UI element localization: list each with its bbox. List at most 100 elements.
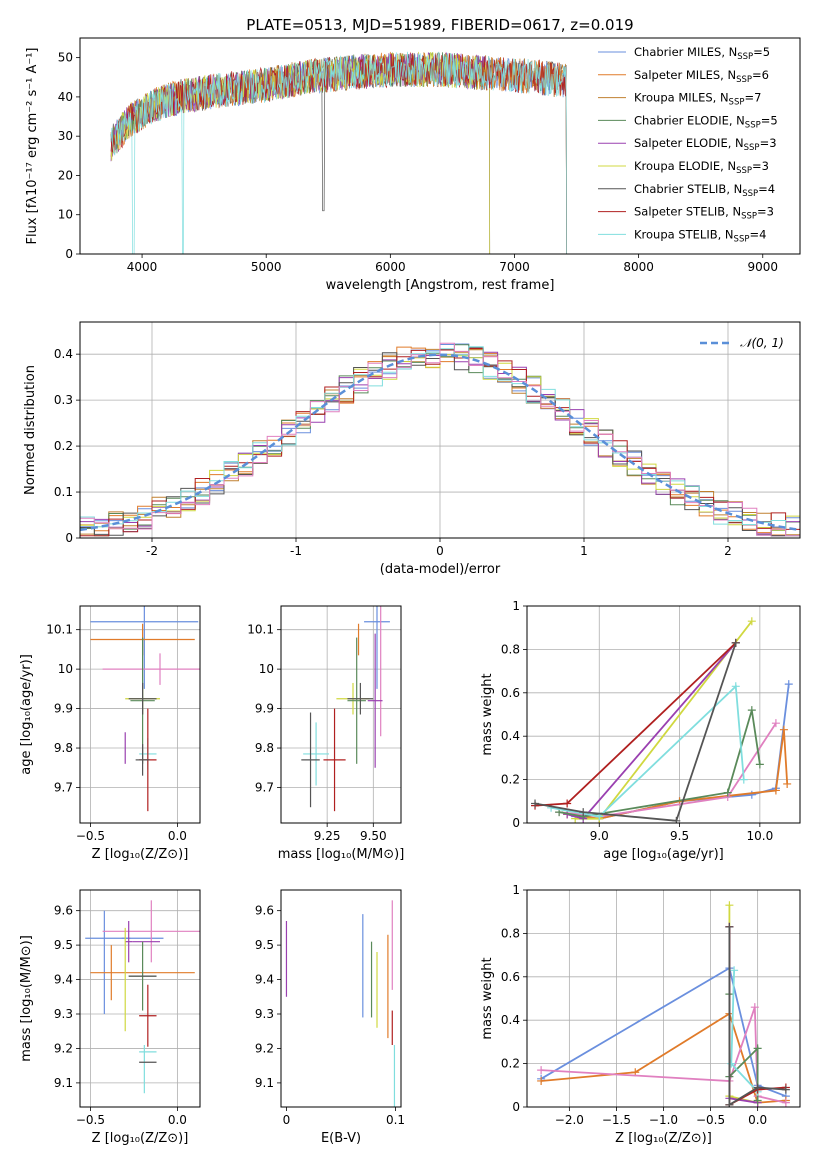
weight-point [725,901,734,910]
error-bars [285,900,396,1107]
x-tick-label: 5000 [251,260,282,274]
y-tick-label: 9.9 [54,702,73,716]
weight-point [672,816,681,823]
x-axis-label: age [log₁₀(age/yr)] [603,847,724,862]
y-tick-label: 9.8 [54,741,73,755]
weight-point [750,1003,759,1012]
x-axis-label: mass [log₁₀(M/M⊙)] [278,847,405,862]
mass-vs-extinction-panel: 0 0.1 9.1 9.2 9.3 9.4 9.5 9.6 E(B-V) [255,889,405,1146]
y-tick-label: 0.4 [501,1013,520,1027]
weight-line [534,642,737,822]
x-tick-label: −0.5 [696,1113,725,1127]
weight-line [540,966,787,1098]
weight-point [747,790,756,799]
legend-label-sub: SSP [737,52,753,62]
x-tick-label: 0.1 [386,1113,405,1127]
x-tick-label: 0.0 [748,1113,767,1127]
y-tick-label: 0.2 [54,439,73,453]
weight-point [731,682,740,691]
x-tick-label: -2 [146,544,158,558]
x-axis-label: E(B-V) [321,1131,361,1146]
weight-point [725,1100,734,1107]
legend-label-suffix: =4 [749,227,766,241]
x-tick-label: 1 [580,544,588,558]
weight-point [537,1066,546,1075]
y-axis-label: mass weight [480,957,495,1039]
legend-label: Kroupa MILES, NSSP=7 [634,91,761,108]
y-tick-label: 1 [512,599,520,613]
y-tick-label: 9.8 [255,741,274,755]
x-tick-label: 6000 [375,260,406,274]
weight-point [725,922,734,931]
x-tick-label: −1.5 [602,1113,631,1127]
legend-label-suffix: =7 [744,91,761,105]
y-tick-label: 0 [65,531,73,545]
y-tick-label: 9.1 [54,1076,73,1090]
y-tick-label: 9.3 [255,1007,274,1021]
mass-weight-vs-metallicity-panel: −2.0 −1.5 −1.0 −0.5 0.0 0 0.2 0.4 0.6 0.8 1 Z [log₁… [480,883,801,1146]
y-tick-label: 9.7 [54,780,73,794]
weight-point [563,799,572,808]
legend-label-name: Chabrier STELIB, N [634,182,742,196]
y-tick-label: 0 [512,816,520,830]
legend-label-suffix: =3 [757,205,774,219]
y-tick-label: 30 [58,129,73,143]
weight-point [781,1098,790,1107]
x-tick-label: 9.5 [670,829,689,843]
y-tick-label: 0.4 [501,729,520,743]
y-tick-label: 20 [58,168,73,182]
legend-label-sub: SSP [744,143,760,153]
y-tick-label: 9.7 [255,780,274,794]
weight-point [753,1044,762,1053]
legend-label-name: Kroupa MILES, N [634,91,729,105]
x-tick-label: −0.5 [76,829,105,843]
weight-point [730,966,739,975]
legend-label: Salpeter STELIB, NSSP=3 [634,205,774,222]
x-tick-label: 9000 [747,260,778,274]
y-axis-label: age [log₁₀(age/yr)] [19,654,34,775]
legend-label-name: Kroupa STELIB, N [634,227,734,241]
weight-point [537,1076,546,1085]
y-tick-label: 9.3 [54,1007,73,1021]
legend-label-sub: SSP [729,98,745,108]
y-tick-label: 9.6 [255,904,274,918]
weight-point [747,617,756,626]
weight-point [771,786,780,795]
y-tick-label: 9.4 [54,973,73,987]
y-tick-label: 50 [58,51,73,65]
y-tick-label: 0 [65,247,73,261]
y-tick-label: 9.5 [255,938,274,952]
y-tick-label: 0.6 [501,686,520,700]
y-tick-label: 10.1 [46,623,73,637]
y-tick-label: 0.1 [54,485,73,499]
x-tick-label: 10.0 [746,829,773,843]
legend-label: Salpeter ELODIE, NSSP=3 [634,136,777,153]
y-tick-label: 0.8 [501,926,520,940]
x-tick-label: 9.25 [314,829,341,843]
axes-frame [79,321,801,539]
legend-label: 𝒩(0, 1) [740,336,784,350]
weight-point [753,1096,762,1105]
weight-point [731,638,740,647]
y-tick-label: 10 [58,208,73,222]
x-tick-label: 0 [283,1113,291,1127]
legend-label-name: Chabrier MILES, N [634,45,737,59]
y-tick-label: 1 [512,883,520,897]
y-tick-label: 10 [259,662,274,676]
y-tick-label: 0.6 [501,970,520,984]
x-tick-label: -1 [290,544,302,558]
weight-point [755,760,764,769]
mass-weight-vs-age-panel: 9.0 9.5 10.0 0 0.2 0.4 0.6 0.8 1 age [log₁₀(age/y… [480,599,801,862]
y-tick-label: 0.8 [501,642,520,656]
x-tick-label: 9.0 [590,829,609,843]
axes-frame [79,889,201,1108]
weight-line [575,620,753,820]
x-tick-label: 0.0 [168,829,187,843]
gaussian-reference [80,353,800,532]
error-bars [90,606,200,812]
legend-label: Salpeter MILES, NSSP=6 [634,68,769,85]
y-tick-label: 9.9 [255,702,274,716]
legend-label: Chabrier MILES, NSSP=5 [634,45,770,62]
x-axis-label: wavelength [Angstrom, rest frame] [326,278,555,293]
weight-point [531,799,540,808]
